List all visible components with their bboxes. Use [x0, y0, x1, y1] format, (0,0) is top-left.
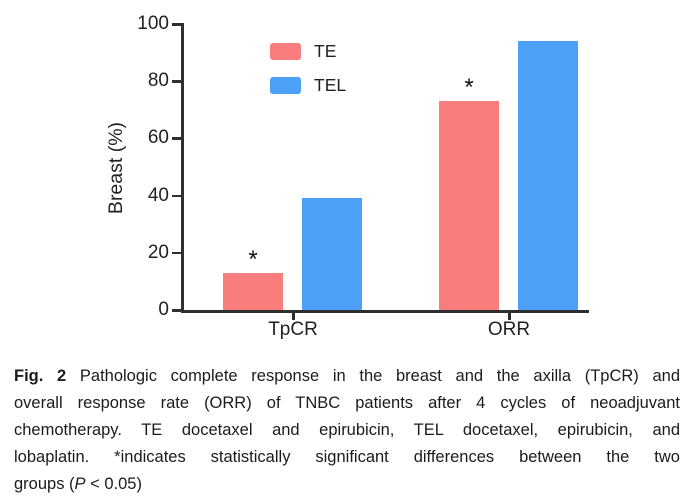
y-axis-tick: [172, 251, 181, 255]
y-axis-tick-label: 100: [137, 13, 169, 34]
caption-text: groups (: [14, 475, 75, 493]
y-axis-tick-label: 60: [147, 127, 169, 149]
bar-te-orr: [439, 101, 499, 310]
x-axis-tick-label: TpCR: [268, 319, 318, 340]
caption-line: chemotherapy. TE docetaxel and epirubici…: [14, 421, 680, 439]
y-axis-tick: [172, 23, 181, 26]
significance-star: *: [248, 245, 258, 273]
legend-swatch-tel: [270, 77, 301, 94]
x-axis-tick: [508, 313, 511, 320]
y-axis-tick: [172, 80, 181, 83]
y-axis-title: Breast (%): [105, 121, 127, 215]
x-axis-line: [181, 310, 589, 313]
figure-number: Fig. 2: [14, 367, 67, 385]
significance-star: *: [464, 74, 474, 102]
y-axis-tick: [172, 309, 181, 312]
caption-text: Pathologic complete response in the brea…: [66, 367, 680, 385]
caption-line: groups (P < 0.05): [14, 471, 680, 498]
legend-label: TE: [314, 41, 337, 61]
bar-tel-orr: [518, 41, 578, 310]
caption-line: lobaplatin. *indicates statistically sig…: [14, 448, 680, 466]
bar-te-tpcr: [223, 272, 283, 310]
legend-label: TEL: [314, 75, 347, 95]
figure-caption: Fig. 2 Pathologic complete response in t…: [14, 363, 680, 498]
y-axis-tick: [172, 194, 181, 198]
y-axis-line: [181, 23, 184, 313]
caption-line: overall response rate (ORR) of TNBC pati…: [14, 394, 680, 412]
y-axis-tick-label: 0: [158, 299, 169, 320]
legend-swatch-te: [270, 43, 301, 60]
caption-p-italic: P: [74, 475, 86, 493]
y-axis-tick-label: 20: [147, 241, 169, 263]
y-axis-tick-label: 40: [147, 184, 169, 206]
legend-item-tel: TEL: [270, 75, 346, 96]
bar-tel-tpcr: [302, 198, 362, 310]
y-axis-tick-label: 80: [147, 70, 169, 92]
caption-line: Fig. 2 Pathologic complete response in t…: [14, 363, 680, 390]
y-axis-tick: [172, 137, 181, 140]
x-axis-tick-label: ORR: [487, 319, 531, 340]
caption-text: < 0.05): [85, 475, 142, 493]
legend-item-te: TE: [270, 41, 336, 62]
x-axis-tick: [292, 313, 295, 320]
bar-chart: Breast (%) 0 20 40 60 80 100 TpCR ORR * * TE TEL: [105, 13, 589, 340]
